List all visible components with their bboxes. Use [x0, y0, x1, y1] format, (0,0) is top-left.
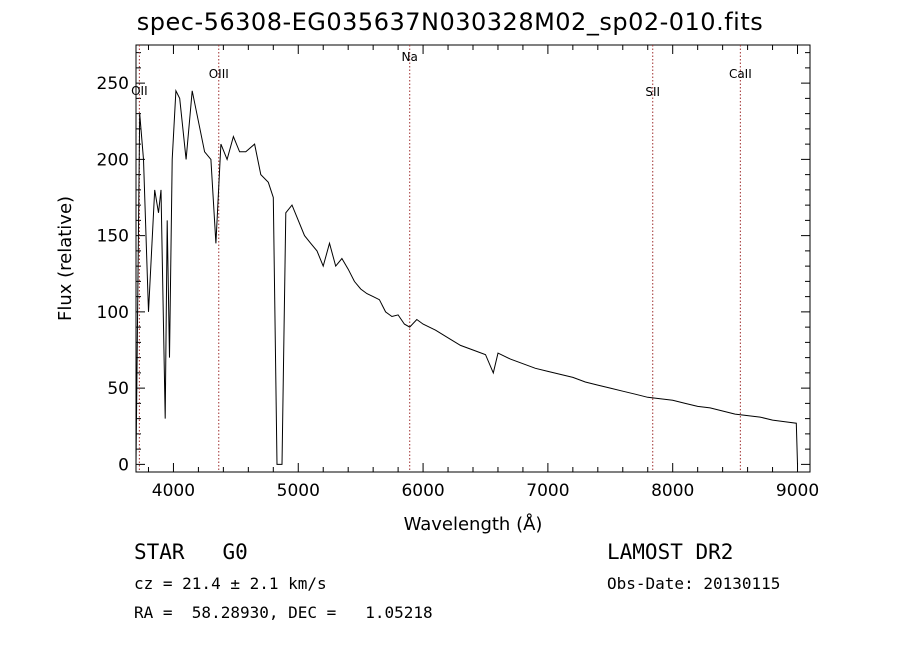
y-tick-label: 150 [97, 227, 129, 247]
x-tick-label: 6000 [401, 481, 444, 501]
y-tick-label: 200 [97, 150, 129, 170]
chart-title: spec-56308-EG035637N030328M02_sp02-010.f… [136, 8, 764, 36]
y-tick-label: 100 [97, 303, 129, 323]
y-tick-label: 0 [118, 455, 129, 475]
x-tick-label: 7000 [526, 481, 569, 501]
x-tick-label: 4000 [152, 481, 195, 501]
x-tick-label: 8000 [651, 481, 694, 501]
x-tick-label: 9000 [776, 481, 819, 501]
line-marker-label: OIII [209, 67, 229, 81]
x-axis-label: Wavelength (Å) [404, 513, 543, 535]
redshift-label: cz = 21.4 ± 2.1 km/s [134, 574, 327, 593]
object-class-label: STAR G0 [134, 540, 248, 564]
line-marker-label: CaII [729, 67, 752, 81]
x-tick-label: 5000 [277, 481, 320, 501]
line-marker-label: SII [645, 85, 660, 99]
line-marker-label: Na [402, 50, 418, 64]
y-axis-label: Flux (relative) [55, 196, 76, 321]
line-marker-label: OII [131, 84, 148, 98]
y-tick-label: 50 [107, 379, 129, 399]
obs-date-label: Obs-Date: 20130115 [607, 574, 781, 593]
spectrum-line [136, 88, 798, 465]
survey-label: LAMOST DR2 [607, 540, 734, 564]
coordinates-label: RA = 58.28930, DEC = 1.05218 [134, 603, 433, 622]
y-tick-label: 250 [97, 74, 129, 94]
